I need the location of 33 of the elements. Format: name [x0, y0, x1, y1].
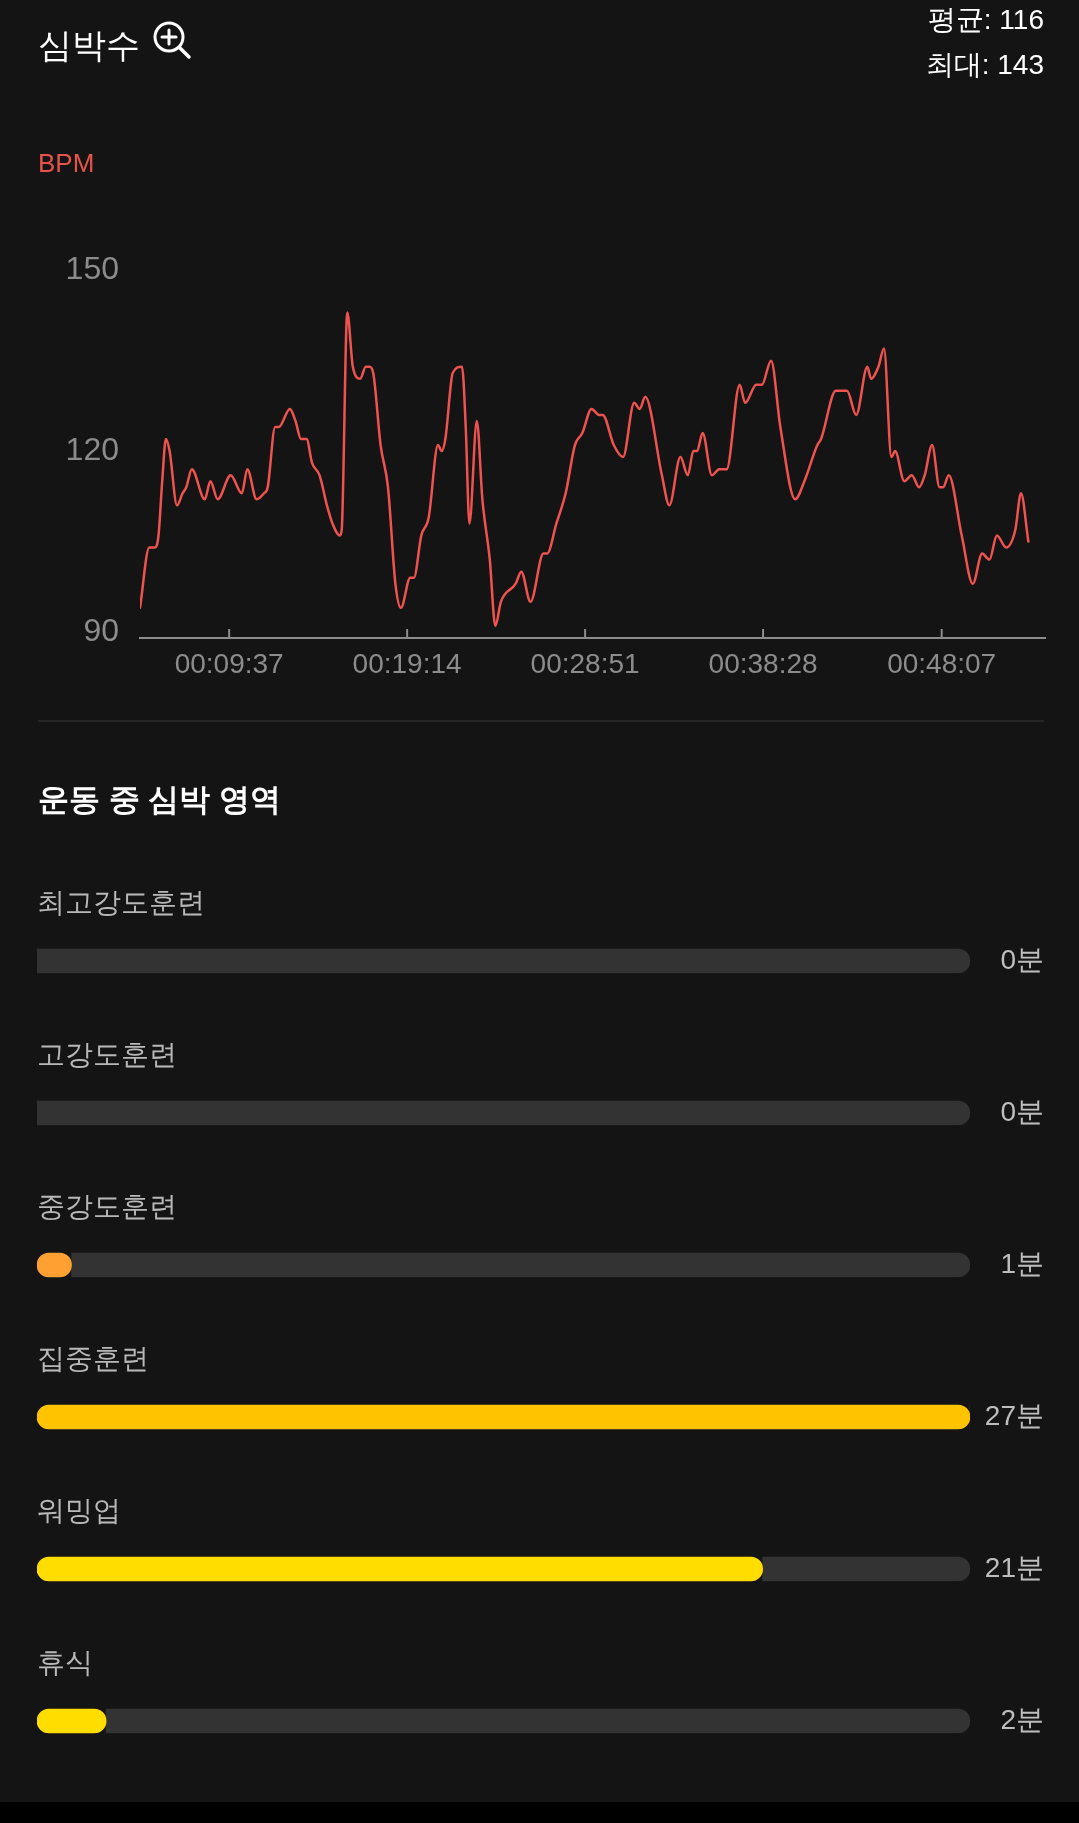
y-tick-label: 워밍업 — [37, 1494, 121, 1526]
bar — [71, 1252, 970, 1278]
y-tick-label: 90 — [83, 611, 119, 648]
y-tick-label: 120 — [65, 430, 119, 467]
data-label: 0분 — [1000, 943, 1044, 975]
data-label: 0분 — [1000, 1095, 1044, 1127]
chart-title: 심박수 — [38, 26, 140, 64]
x-tick-label: 00:09:37 — [174, 647, 284, 679]
y-tick-label: 최고강도훈련 — [37, 886, 205, 918]
bar — [37, 1556, 763, 1582]
y-axis-title: BPM — [38, 148, 95, 178]
text: 평균: 116 — [927, 4, 1044, 36]
x-tick-label: 00:38:28 — [708, 647, 818, 679]
y-tick-label: 중강도훈련 — [37, 1190, 177, 1222]
text: 최대: 143 — [925, 49, 1044, 81]
bar — [37, 1100, 970, 1126]
line-series — [140, 311, 1030, 628]
bar — [105, 1708, 970, 1734]
x-tick-label: 00:19:14 — [352, 647, 462, 679]
bar — [762, 1556, 970, 1582]
data-label: 2분 — [1000, 1703, 1044, 1735]
y-tick-label: 집중훈련 — [37, 1342, 149, 1374]
bar — [37, 948, 970, 974]
y-tick-label: 고강도훈련 — [37, 1038, 177, 1070]
x-tick-label: 00:28:51 — [530, 647, 640, 679]
bar — [37, 1404, 970, 1430]
chart-title: 운동 중 심박 영역 — [38, 782, 281, 818]
data-label: 1분 — [1000, 1247, 1044, 1279]
x-tick-label: 00:48:07 — [887, 647, 997, 679]
y-tick-label: 휴식 — [37, 1646, 93, 1678]
y-tick-label: 150 — [65, 250, 119, 287]
data-label: 27분 — [984, 1399, 1044, 1431]
data-label: 21분 — [984, 1551, 1044, 1583]
